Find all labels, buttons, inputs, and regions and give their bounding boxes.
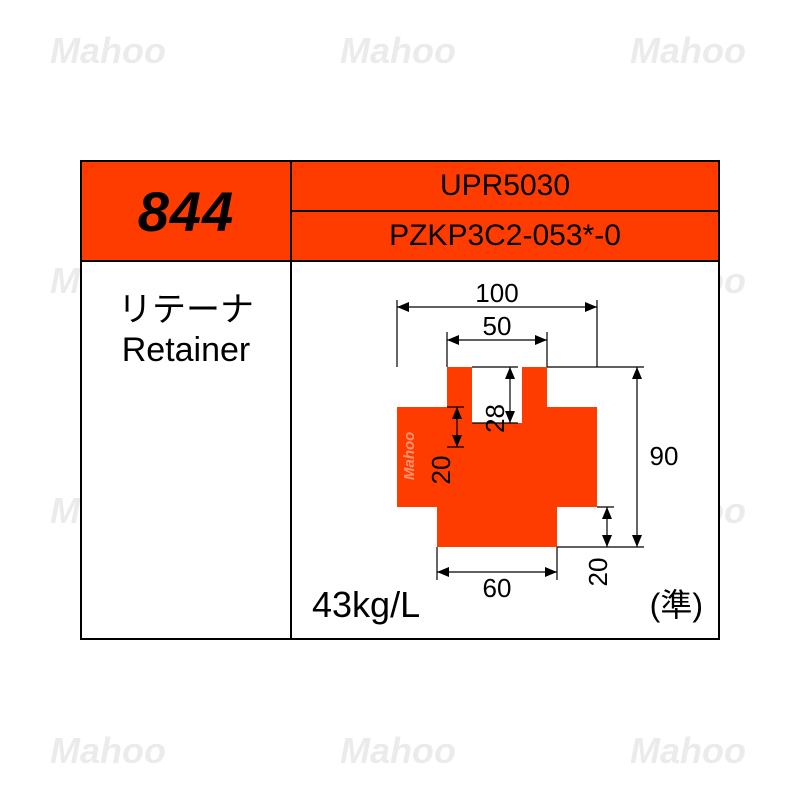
shape-watermark: Mahoo <box>401 432 418 480</box>
dim-bottom-step-label: 20 <box>583 558 613 587</box>
order-code: PZKP3C2-053*-0 <box>292 212 718 260</box>
dim-notch-width-label: 50 <box>483 311 512 341</box>
dim-left-step-label: 20 <box>426 456 456 485</box>
dim-overall-width-label: 100 <box>475 278 518 308</box>
part-name-jp: リテーナ <box>82 282 290 331</box>
dim-notch-depth: 28 <box>472 367 518 433</box>
watermark: Mahoo <box>50 730 166 772</box>
dim-overall-height-label: 90 <box>650 441 679 471</box>
dim-notch-width: 50 <box>447 311 547 367</box>
weight-label: 43kg/L <box>312 584 420 626</box>
model-code: UPR5030 <box>292 162 718 212</box>
dim-notch-depth-label: 28 <box>480 404 510 433</box>
watermark: Mahoo <box>340 730 456 772</box>
watermark: Mahoo <box>340 30 456 72</box>
watermark: Mahoo <box>630 730 746 772</box>
part-number-cell: 844 <box>82 162 292 262</box>
header-right: UPR5030 PZKP3C2-053*-0 <box>292 162 718 262</box>
watermark: Mahoo <box>630 30 746 72</box>
spec-card: 844 UPR5030 PZKP3C2-053*-0 リテーナ Retainer… <box>80 160 720 640</box>
dim-bottom-width-label: 60 <box>483 573 512 603</box>
availability-note: (準) <box>650 580 703 626</box>
name-panel: リテーナ Retainer <box>82 262 292 638</box>
part-name-en: Retainer <box>82 331 290 370</box>
card-header: 844 UPR5030 PZKP3C2-053*-0 <box>82 162 718 262</box>
dim-bottom-width: 60 <box>437 547 557 603</box>
diagram-panel: Mahoo 100 50 <box>292 262 718 638</box>
watermark: Mahoo <box>50 30 166 72</box>
card-body: リテーナ Retainer Mahoo 100 <box>82 262 718 638</box>
part-number: 844 <box>138 179 234 244</box>
